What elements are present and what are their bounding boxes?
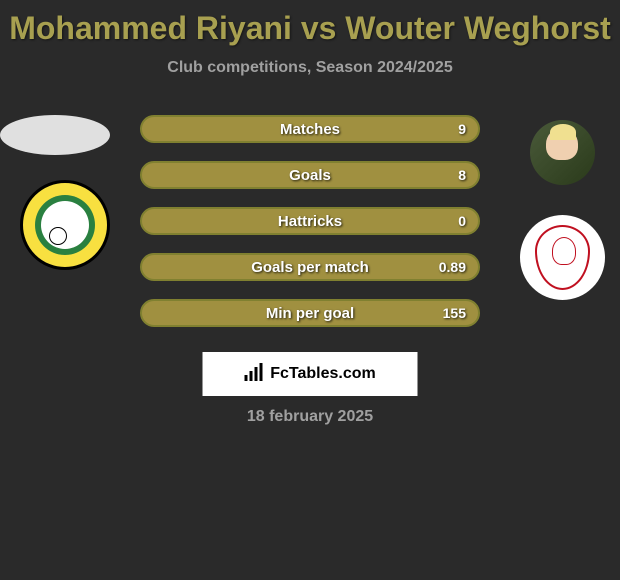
- date-text: 18 february 2025: [247, 408, 373, 426]
- stat-value-right: 0: [458, 213, 466, 229]
- stat-row: Goals per match 0.89: [10, 245, 610, 291]
- stat-label: Hattricks: [278, 213, 342, 230]
- attribution-text: FcTables.com: [270, 365, 376, 383]
- stat-label: Goals: [289, 167, 331, 184]
- stat-bar: Goals per match 0.89: [140, 253, 480, 281]
- stat-value-right: 155: [443, 305, 466, 321]
- stat-bar: Min per goal 155: [140, 299, 480, 327]
- stat-value-right: 9: [458, 121, 466, 137]
- stat-row: Goals 8: [10, 153, 610, 199]
- page-title: Mohammed Riyani vs Wouter Weghorst: [0, 0, 620, 47]
- chart-icon: [244, 363, 264, 386]
- stats-area: Matches 9 Goals 8 Hattricks 0 Goals per match 0…: [0, 107, 620, 337]
- stat-bar: Matches 9: [140, 115, 480, 143]
- attribution-box: FcTables.com: [203, 352, 418, 396]
- stat-bar: Hattricks 0: [140, 207, 480, 235]
- stat-label: Goals per match: [251, 259, 369, 276]
- stat-label: Matches: [280, 121, 340, 138]
- stat-label: Min per goal: [266, 305, 354, 322]
- stat-row: Matches 9: [10, 107, 610, 153]
- stat-value-right: 0.89: [439, 259, 466, 275]
- stat-bar: Goals 8: [140, 161, 480, 189]
- stat-row: Hattricks 0: [10, 199, 610, 245]
- stat-value-right: 8: [458, 167, 466, 183]
- stat-row: Min per goal 155: [10, 291, 610, 337]
- subtitle: Club competitions, Season 2024/2025: [0, 59, 620, 77]
